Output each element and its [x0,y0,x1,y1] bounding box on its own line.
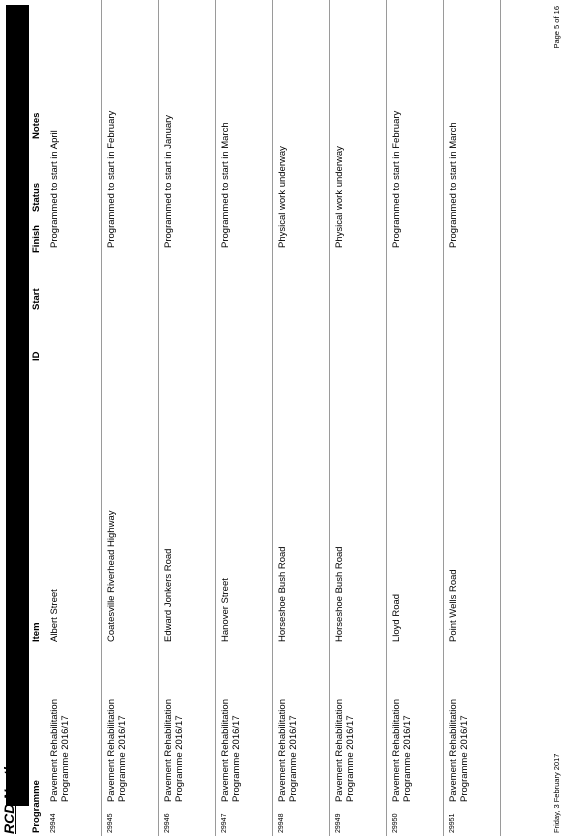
table-row: 29947 Pavement Rehabilitation Programme … [216,0,273,836]
project-table: 29944 Pavement Rehabilitation Programme … [45,0,501,836]
page-number: Page 5 of 16 [552,6,561,49]
table-row: 29951 Pavement Rehabilitation Programme … [444,0,501,836]
table-row: 29945 Pavement Rehabilitation Programme … [102,0,159,836]
notes-text: Programmed to start in March [220,122,231,248]
item-name: Horseshoe Bush Road [277,546,288,642]
item-name: Coatesville Riverhead Highway [106,510,117,642]
table-row: 29948 Pavement Rehabilitation Programme … [273,0,330,836]
column-header-finish: Finish [31,225,42,253]
notes-text: Programmed to start in April [49,130,60,248]
item-name: Hanover Street [220,578,231,642]
notes-text: Physical work underway [334,146,345,248]
notes-text: Programmed to start in March [448,122,459,248]
notes-text: Programmed to start in January [163,114,174,248]
project-number: 29947 [221,813,228,833]
programme-name: Pavement Rehabilitation Programme 2016/1… [106,699,128,802]
item-name: Point Wells Road [448,569,459,642]
item-name: Albert Street [49,589,60,642]
table-row: 29950 Pavement Rehabilitation Programme … [387,0,444,836]
programme-name: Pavement Rehabilitation Programme 2016/1… [277,699,299,802]
column-header-item: Item [31,622,42,642]
notes-text: Physical work underway [277,146,288,248]
column-header-start: Start [31,288,42,310]
programme-name: Pavement Rehabilitation Programme 2016/1… [448,699,470,802]
programme-name: Pavement Rehabilitation Programme 2016/1… [49,699,71,802]
item-name: Edward Jonkers Road [163,548,174,642]
footer-date: Friday, 3 February 2017 [552,753,561,833]
column-header-notes: Notes [31,112,42,139]
project-number: 29950 [392,813,399,833]
programme-name: Pavement Rehabilitation Programme 2016/1… [334,699,356,802]
project-number: 29951 [449,813,456,833]
project-number: 29945 [107,813,114,833]
column-header-id: ID [31,351,42,362]
item-name: Lloyd Road [391,593,402,642]
programme-name: Pavement Rehabilitation Programme 2016/1… [391,699,413,802]
project-number: 29944 [50,813,57,833]
item-name: Horseshoe Bush Road [334,546,345,642]
project-number: 29949 [335,813,342,833]
column-header-programme: Programme [31,780,42,833]
table-row: 29944 Pavement Rehabilitation Programme … [45,0,102,836]
table-row: 29949 Pavement Rehabilitation Programme … [330,0,387,836]
notes-text: Programmed to start in February [106,110,117,248]
header-bar [6,5,29,806]
project-number: 29948 [278,813,285,833]
table-row: 29946 Pavement Rehabilitation Programme … [159,0,216,836]
programme-name: Pavement Rehabilitation Programme 2016/1… [163,699,185,802]
column-header-status: Status [31,182,42,212]
programme-name: Pavement Rehabilitation Programme 2016/1… [220,699,242,802]
notes-text: Programmed to start in February [391,110,402,248]
project-number: 29946 [164,813,171,833]
